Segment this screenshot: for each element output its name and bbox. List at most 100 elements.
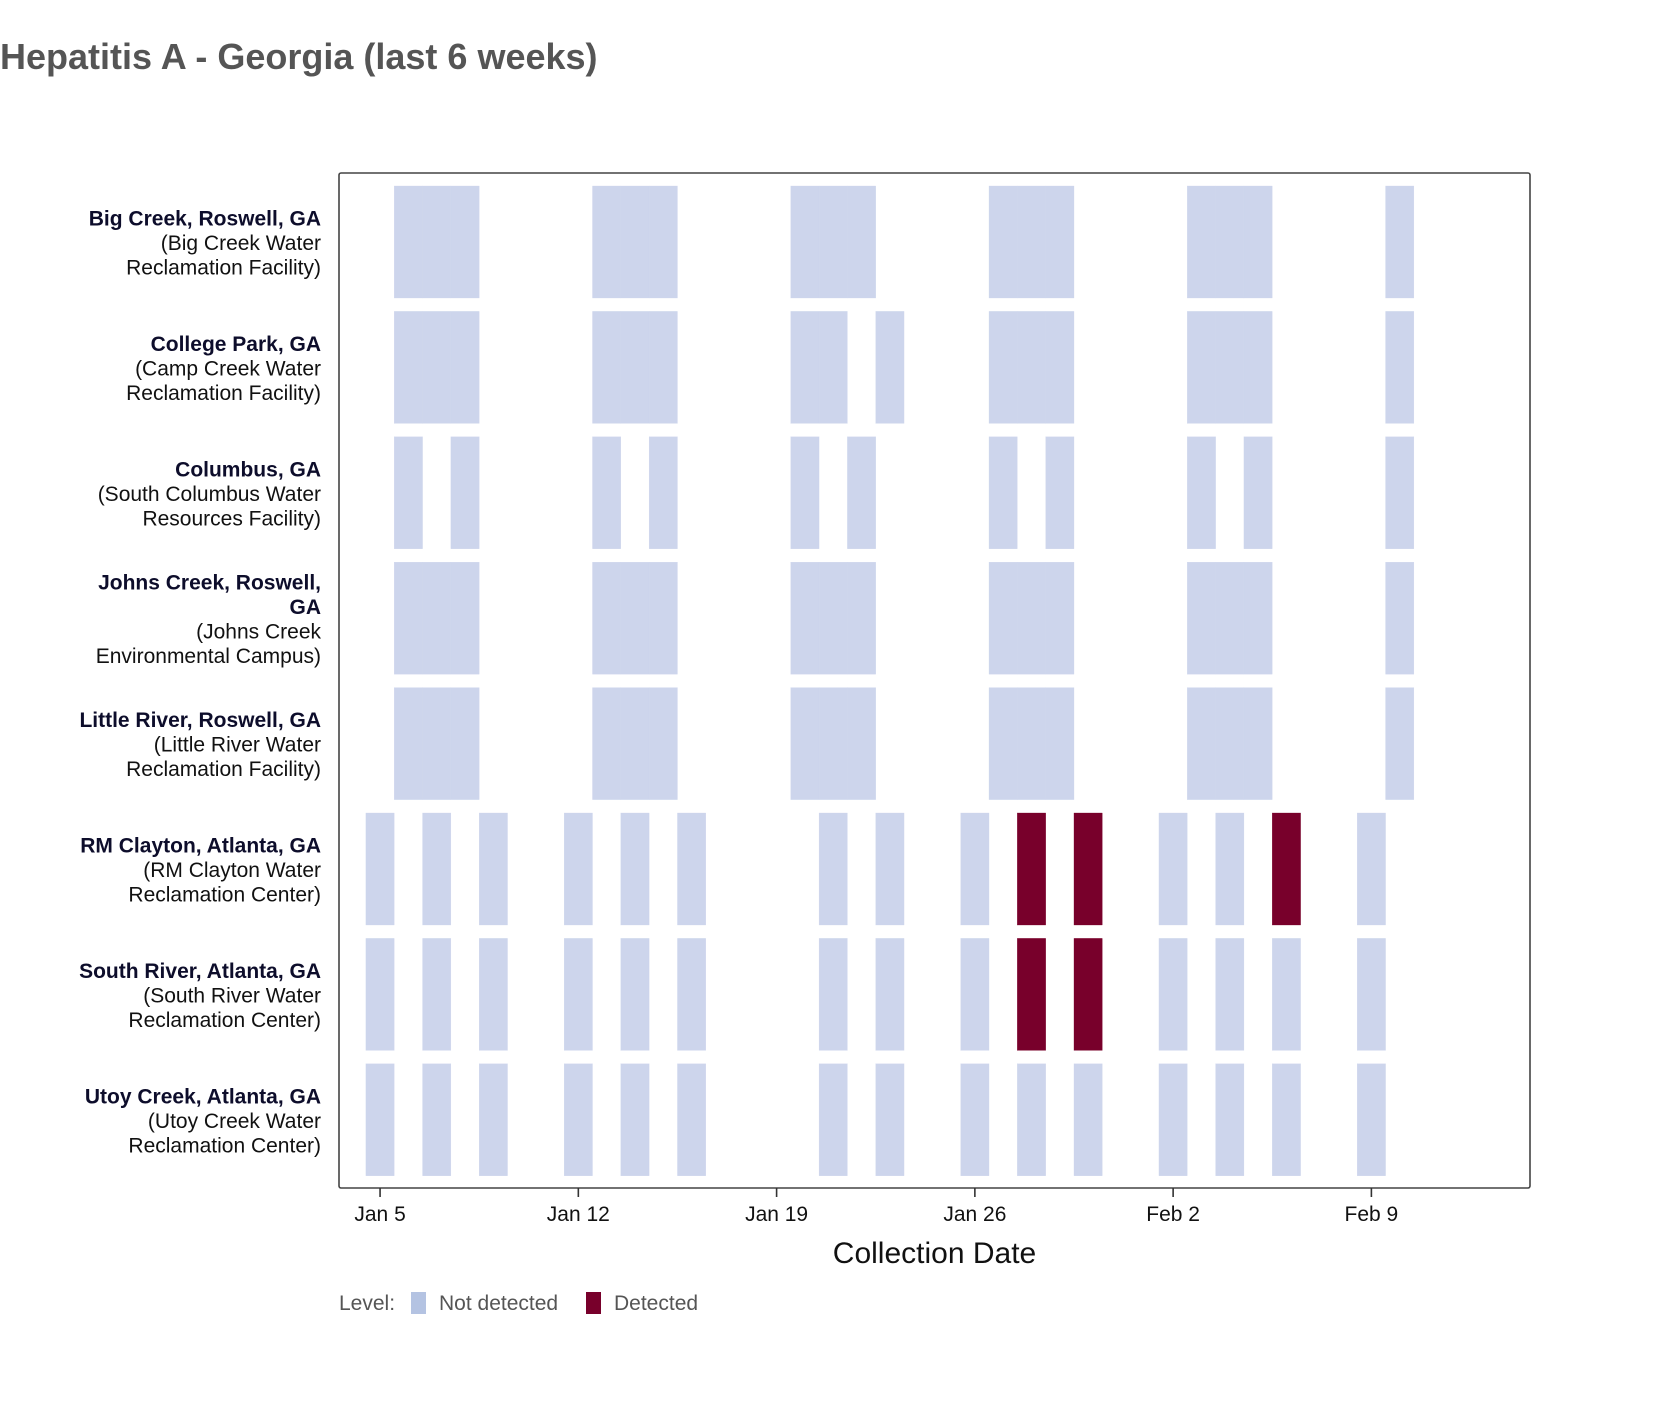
- tile-not-detected: [1215, 311, 1245, 424]
- tile-not-detected: [394, 687, 423, 800]
- tile-not-detected: [790, 311, 820, 424]
- tile-not-detected: [1017, 311, 1046, 424]
- site-name: South River, Atlanta, GA: [79, 960, 321, 983]
- site-facility: Resources Facility): [142, 507, 321, 530]
- plot-panel-border: [338, 172, 1531, 1189]
- tile-not-detected: [422, 311, 452, 424]
- tile-not-detected: [1017, 1063, 1046, 1176]
- tile-not-detected: [1272, 1063, 1301, 1176]
- tile-not-detected: [648, 185, 678, 299]
- tile-not-detected: [818, 185, 848, 299]
- tile-not-detected: [365, 938, 395, 1051]
- site-facility: Environmental Campus): [96, 645, 321, 668]
- tile-not-detected: [847, 687, 876, 800]
- tile-not-detected: [620, 562, 650, 675]
- tile-not-detected: [1385, 687, 1415, 800]
- tile-not-detected: [1215, 938, 1245, 1051]
- site-name: Little River, Roswell, GA: [79, 709, 321, 732]
- site-label: South River, Atlanta, GA(South River Wat…: [79, 960, 321, 1032]
- tile-detected: [1272, 812, 1301, 926]
- tile-not-detected: [818, 687, 848, 800]
- x-tick-label: Jan 26: [943, 1203, 1006, 1226]
- tile-not-detected: [1385, 311, 1415, 424]
- tile-not-detected: [1243, 562, 1273, 675]
- tile-not-detected: [818, 311, 848, 424]
- legend-title: Level:: [339, 1292, 395, 1315]
- tile-not-detected: [564, 812, 593, 926]
- tile-not-detected: [1215, 185, 1245, 299]
- x-axis-title: Collection Date: [833, 1237, 1036, 1270]
- tile-not-detected: [648, 436, 678, 549]
- tile-not-detected: [422, 812, 452, 926]
- tile-not-detected: [960, 812, 990, 926]
- legend: Level: Not detected Detected: [339, 1292, 698, 1315]
- tile-not-detected: [592, 436, 621, 549]
- site-facility: Reclamation Facility): [126, 382, 321, 405]
- tile-not-detected: [564, 938, 593, 1051]
- tile-not-detected: [592, 562, 621, 675]
- tile-not-detected: [620, 311, 650, 424]
- site-label: College Park, GA(Camp Creek WaterReclama…: [126, 333, 321, 405]
- tile-not-detected: [1017, 185, 1046, 299]
- tile-not-detected: [365, 1063, 395, 1176]
- tile-not-detected: [648, 311, 678, 424]
- tile-not-detected: [1158, 812, 1188, 926]
- tile-not-detected: [450, 185, 480, 299]
- site-name: College Park, GA: [151, 333, 321, 356]
- tile-not-detected: [875, 812, 905, 926]
- tile-not-detected: [677, 812, 706, 926]
- site-facility: (RM Clayton Water: [143, 859, 321, 882]
- site-facility: Reclamation Center): [128, 1134, 321, 1157]
- tile-not-detected: [1385, 562, 1415, 675]
- tile-not-detected: [1073, 1063, 1103, 1176]
- tile-not-detected: [847, 562, 876, 675]
- tile-not-detected: [790, 185, 820, 299]
- tile-not-detected: [1357, 1063, 1386, 1176]
- site-label: Columbus, GA(South Columbus WaterResourc…: [98, 458, 321, 530]
- site-facility: (Little River Water: [154, 734, 321, 757]
- tile-not-detected: [818, 812, 848, 926]
- site-name: Columbus, GA: [175, 458, 321, 481]
- tile-not-detected: [875, 311, 905, 424]
- tile-not-detected: [988, 436, 1018, 549]
- tile-not-detected: [847, 185, 876, 299]
- site-name: GA: [290, 596, 322, 619]
- x-tick-label: Feb 9: [1345, 1203, 1399, 1226]
- tile-not-detected: [422, 687, 452, 800]
- tile-not-detected: [960, 1063, 990, 1176]
- tile-not-detected: [1357, 812, 1386, 926]
- tile-not-detected: [1215, 1063, 1245, 1176]
- tile-not-detected: [988, 185, 1018, 299]
- tile-not-detected: [1017, 687, 1046, 800]
- tile-not-detected: [1243, 185, 1273, 299]
- tile-not-detected: [988, 687, 1018, 800]
- site-name: RM Clayton, Atlanta, GA: [80, 835, 321, 858]
- tile-not-detected: [818, 562, 848, 675]
- tile-not-detected: [422, 938, 452, 1051]
- site-label: RM Clayton, Atlanta, GA(RM Clayton Water…: [80, 835, 321, 907]
- tile-not-detected: [847, 436, 876, 549]
- tile-not-detected: [1357, 938, 1386, 1051]
- tile-not-detected: [479, 812, 508, 926]
- tile-not-detected: [450, 562, 480, 675]
- tile-not-detected: [1385, 185, 1415, 299]
- tile-not-detected: [394, 185, 423, 299]
- tile-not-detected: [818, 1063, 848, 1176]
- tile-not-detected: [1045, 562, 1075, 675]
- tile-detected: [1073, 938, 1103, 1051]
- tile-not-detected: [875, 1063, 905, 1176]
- tile-not-detected: [422, 562, 452, 675]
- tile-not-detected: [1215, 812, 1245, 926]
- tile-not-detected: [988, 562, 1018, 675]
- x-axis: Jan 5 Jan 12 Jan 19 Jan 26 Feb 2 Feb 9: [354, 1188, 1398, 1226]
- site-name: Utoy Creek, Atlanta, GA: [85, 1085, 321, 1108]
- site-name: Big Creek, Roswell, GA: [89, 208, 321, 231]
- tile-not-detected: [1045, 311, 1075, 424]
- tile-not-detected: [479, 938, 508, 1051]
- site-facility: (Camp Creek Water: [135, 357, 321, 380]
- tile-not-detected: [1187, 436, 1216, 549]
- tile-not-detected: [592, 185, 621, 299]
- tile-not-detected: [875, 938, 905, 1051]
- site-label: Utoy Creek, Atlanta, GA(Utoy Creek Water…: [85, 1085, 321, 1157]
